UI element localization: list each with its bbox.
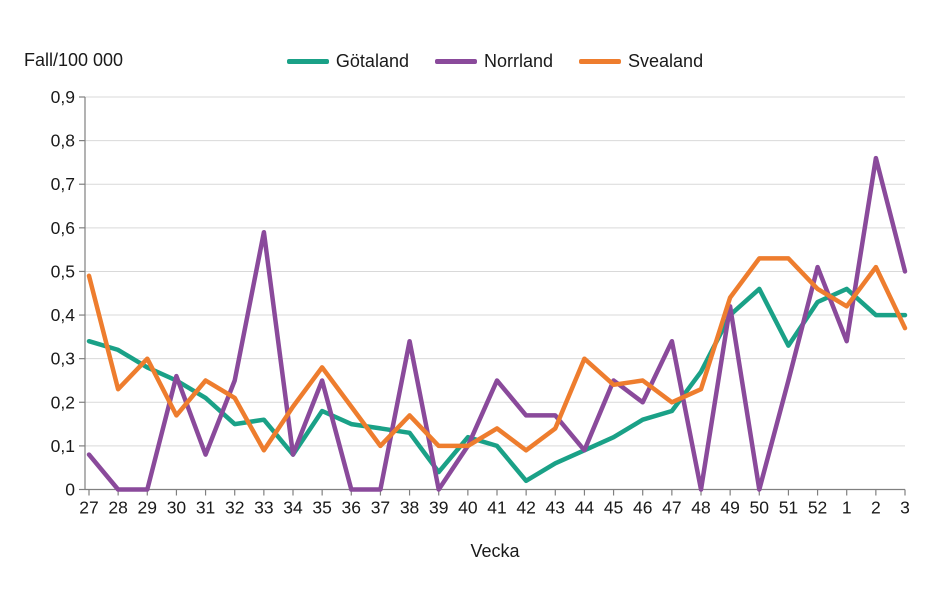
legend: Götaland Norrland Svealand — [85, 51, 905, 72]
x-tick-label: 37 — [371, 498, 390, 518]
x-tick-label: 3 — [900, 498, 910, 518]
legend-item-norrland: Norrland — [434, 51, 554, 72]
x-tick-label: 32 — [225, 498, 244, 518]
x-tick-label: 34 — [283, 498, 303, 518]
x-tick-label: 48 — [691, 498, 710, 518]
y-tick-label: 0,7 — [51, 174, 75, 194]
x-tick-label: 39 — [429, 498, 448, 518]
x-tick-label: 36 — [342, 498, 361, 518]
x-tick-label: 29 — [138, 498, 157, 518]
x-tick-label: 30 — [167, 498, 187, 518]
y-tick-label: 0 — [65, 480, 75, 500]
x-tick-label: 45 — [604, 498, 623, 518]
x-tick-label: 40 — [458, 498, 478, 518]
legend-label-svealand: Svealand — [628, 51, 704, 71]
x-tick-label: 31 — [196, 498, 215, 518]
legend-item-svealand: Svealand — [579, 51, 703, 72]
legend-swatch-svealand-icon — [579, 59, 622, 64]
legend-swatch-gotaland-icon — [286, 59, 329, 64]
x-tick-label: 52 — [808, 498, 827, 518]
x-tick-label: 43 — [546, 498, 565, 518]
series-line-svealand — [86, 256, 908, 453]
y-tick-label: 0,9 — [51, 87, 75, 107]
series-line-gotaland — [86, 286, 908, 484]
y-tick-label: 0,8 — [51, 131, 75, 151]
y-axis-title: Fall/100 000 — [24, 50, 124, 70]
y-tick-label: 0,3 — [51, 349, 75, 369]
x-tick-label: 1 — [842, 498, 852, 518]
legend-swatch-norrland-icon — [434, 59, 477, 64]
y-tick-label: 0,2 — [51, 392, 75, 412]
x-tick-label: 27 — [79, 498, 98, 518]
series-line-norrland — [86, 155, 908, 492]
x-tick-label: 44 — [575, 498, 595, 518]
x-axis-title: Vecka — [470, 541, 520, 561]
x-tick-label: 35 — [312, 498, 331, 518]
legend-label-norrland: Norrland — [483, 51, 554, 71]
legend-item-gotaland: Götaland — [286, 51, 409, 72]
x-tick-label: 46 — [633, 498, 652, 518]
x-tick-label: 41 — [487, 498, 506, 518]
x-tick-label: 38 — [400, 498, 419, 518]
y-tick-label: 0,1 — [51, 436, 75, 456]
x-tick-label: 49 — [720, 498, 739, 518]
x-tick-label: 28 — [108, 498, 127, 518]
x-tick-label: 50 — [750, 498, 770, 518]
x-tick-label: 42 — [516, 498, 535, 518]
x-tick-label: 33 — [254, 498, 273, 518]
x-tick-label: 2 — [871, 498, 881, 518]
legend-label-gotaland: Götaland — [335, 51, 409, 71]
x-tick-label: 51 — [779, 498, 798, 518]
y-tick-label: 0,4 — [51, 305, 76, 325]
x-tick-label: 47 — [662, 498, 681, 518]
y-tick-label: 0,6 — [51, 218, 75, 238]
y-tick-label: 0,5 — [51, 261, 75, 281]
